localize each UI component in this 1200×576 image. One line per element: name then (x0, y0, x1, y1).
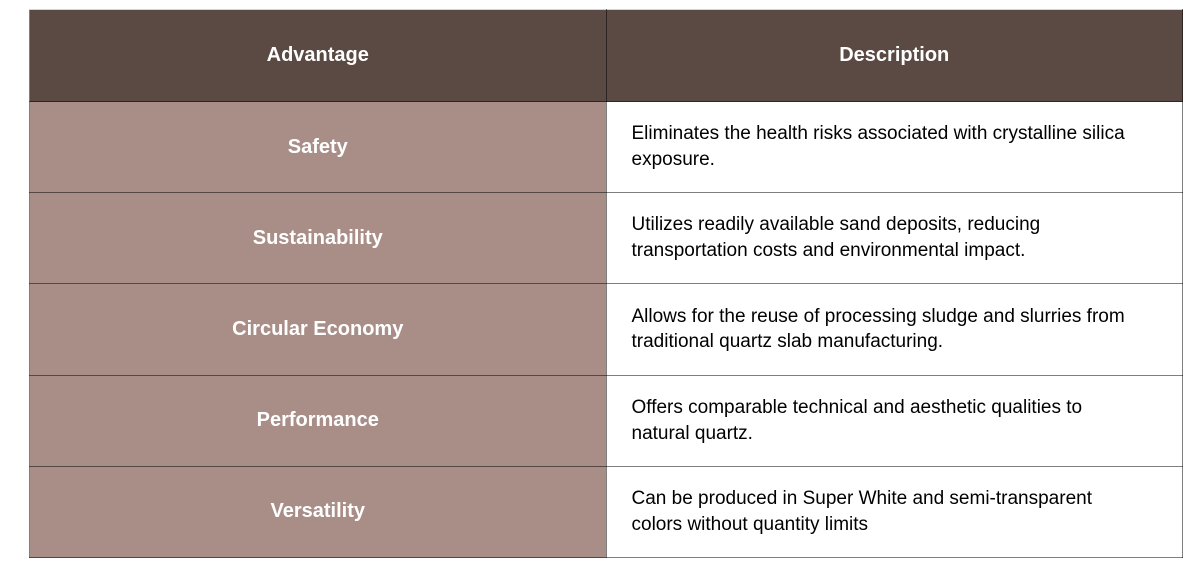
advantage-cell-versatility: Versatility (29, 465, 607, 559)
column-header-description: Description (605, 9, 1183, 102)
table-row: Versatility Can be produced in Super Whi… (29, 465, 1183, 559)
description-cell-performance: Offers comparable technical and aestheti… (605, 374, 1183, 467)
advantage-cell-performance: Performance (29, 374, 607, 467)
description-cell-versatility: Can be produced in Super White and semi-… (605, 465, 1183, 559)
table-header-row: Advantage Description (29, 9, 1183, 102)
table-row: Performance Offers comparable technical … (29, 374, 1183, 467)
description-cell-circular-economy: Allows for the reuse of processing sludg… (605, 283, 1183, 376)
column-header-advantage: Advantage (29, 9, 607, 102)
description-cell-sustainability: Utilizes readily available sand deposits… (605, 192, 1183, 285)
advantage-cell-safety: Safety (29, 100, 607, 194)
advantage-cell-sustainability: Sustainability (29, 192, 607, 285)
table-row: Safety Eliminates the health risks assoc… (29, 100, 1183, 194)
table-row: Circular Economy Allows for the reuse of… (29, 283, 1183, 376)
table-row: Sustainability Utilizes readily availabl… (29, 192, 1183, 285)
advantage-cell-circular-economy: Circular Economy (29, 283, 607, 376)
advantages-table: Advantage Description Safety Eliminates … (29, 9, 1183, 559)
description-cell-safety: Eliminates the health risks associated w… (605, 100, 1183, 194)
